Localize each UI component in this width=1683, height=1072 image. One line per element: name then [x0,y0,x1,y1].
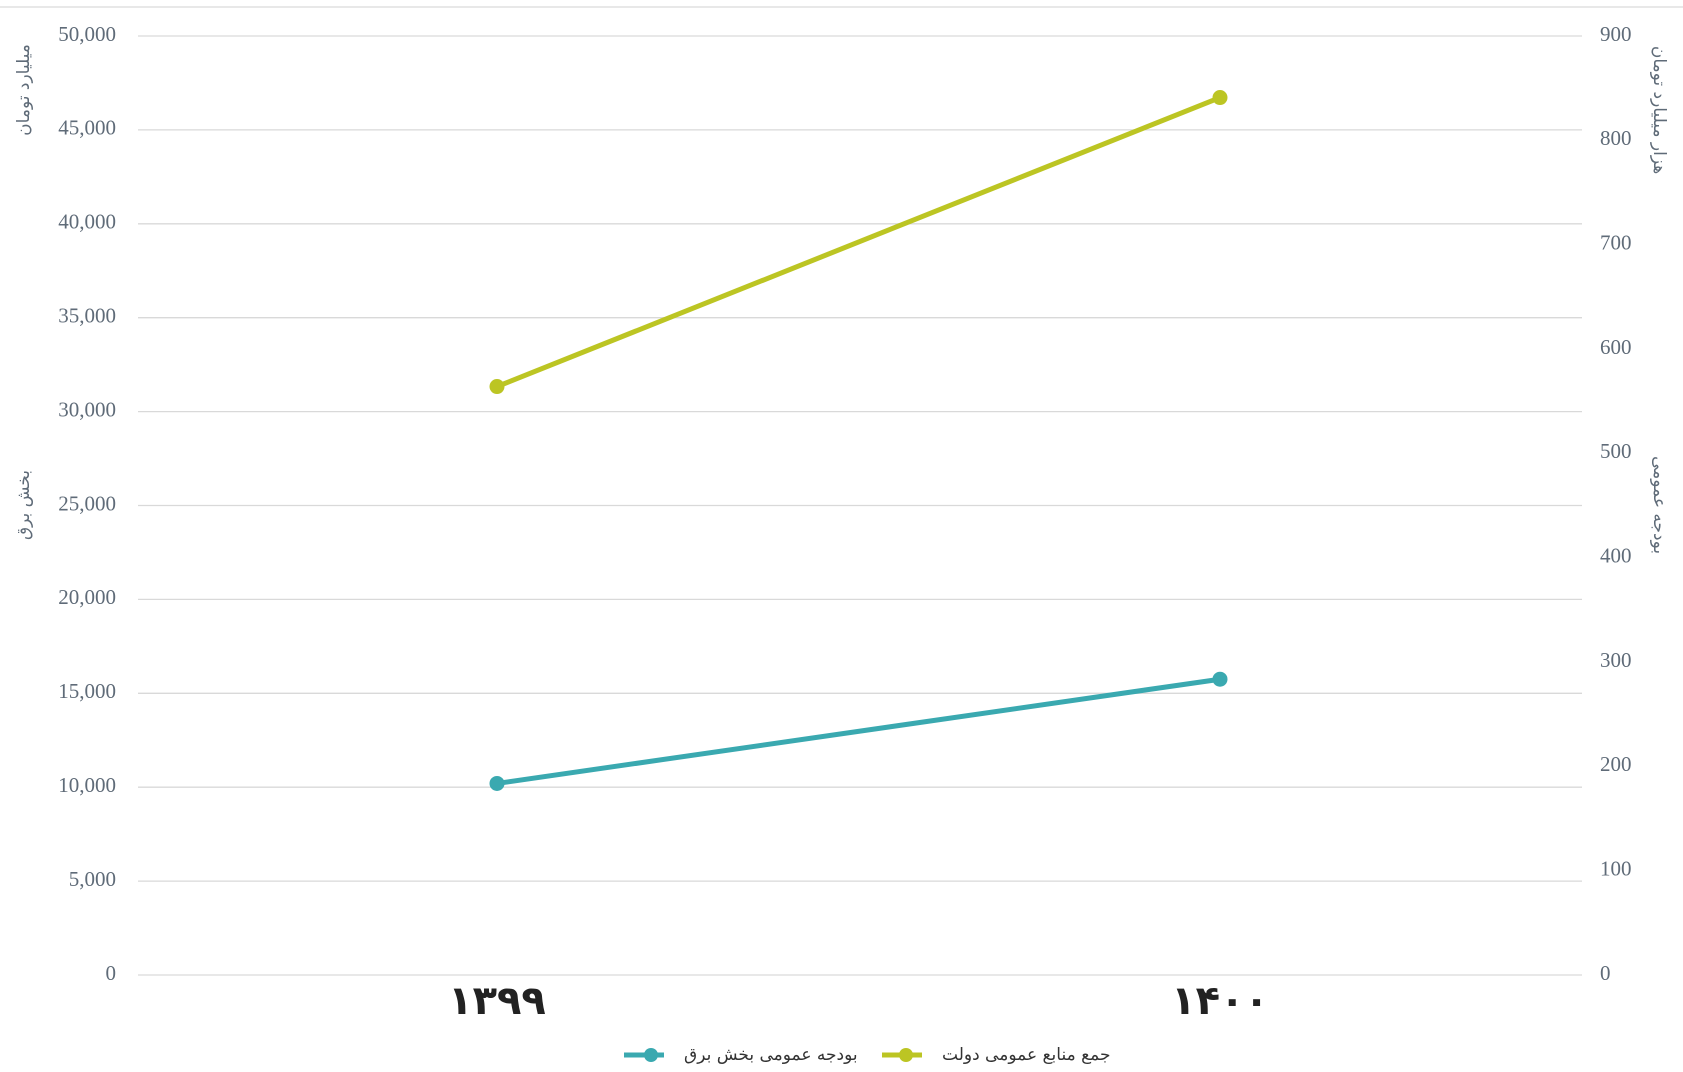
legend: جمع منابع عمومی دولت بودجه عمومی بخش برق [624,1045,1110,1065]
right-tick-label: 800 [1600,126,1632,150]
data-point [489,379,505,395]
right-tick-label: 400 [1600,543,1632,567]
right-tick-label: 300 [1600,648,1632,672]
left-tick-label: 50,000 [58,22,116,46]
right-axis-ticks: 0 100 200 300 400 500 600 700 800 900 [1600,22,1632,985]
right-tick-label: 600 [1600,335,1632,359]
right-tick-label: 0 [1600,961,1611,985]
gridlines [138,35,1582,976]
right-tick-label: 900 [1600,22,1632,46]
legend-swatch-marker [644,1048,658,1062]
right-axis-title-top: هزار میلیارد تومان [1649,46,1669,174]
data-point [1212,90,1228,106]
data-point [1212,671,1228,687]
left-tick-label: 20,000 [58,585,116,609]
right-tick-label: 700 [1600,230,1632,254]
left-tick-label: 30,000 [58,397,116,421]
left-axis-title-top: میلیارد تومان [14,44,34,136]
left-tick-label: 45,000 [58,116,116,140]
left-tick-label: 40,000 [58,210,116,234]
right-tick-label: 500 [1600,439,1632,463]
left-axis-ticks: 0 5,000 10,000 15,000 20,000 25,000 30,000 35,0… [58,22,116,985]
legend-swatch-marker [899,1048,913,1062]
category-labels: ۱۳۹۹ ۱۴۰۰ [448,978,1269,1024]
left-tick-label: 10,000 [58,773,116,797]
left-tick-label: 35,000 [58,304,116,328]
right-axis-title-bottom: بودجه عمومی [1649,456,1669,554]
series-line [494,676,1223,786]
right-tick-label: 100 [1600,856,1632,880]
legend-entry-label: جمع منابع عمومی دولت [942,1045,1110,1065]
left-axis-title-bottom: بخش برق [14,470,34,540]
series-line [494,95,1223,390]
series-layer [489,90,1228,791]
right-tick-label: 200 [1600,752,1632,776]
data-point [489,775,505,791]
left-tick-label: 5,000 [69,867,116,891]
legend-entry-label: بودجه عمومی بخش برق [684,1045,858,1065]
left-tick-label: 0 [106,961,117,985]
left-tick-label: 15,000 [58,679,116,703]
category-label: ۱۳۹۹ [448,978,546,1024]
left-tick-label: 25,000 [58,491,116,515]
category-label: ۱۴۰۰ [1171,978,1269,1024]
